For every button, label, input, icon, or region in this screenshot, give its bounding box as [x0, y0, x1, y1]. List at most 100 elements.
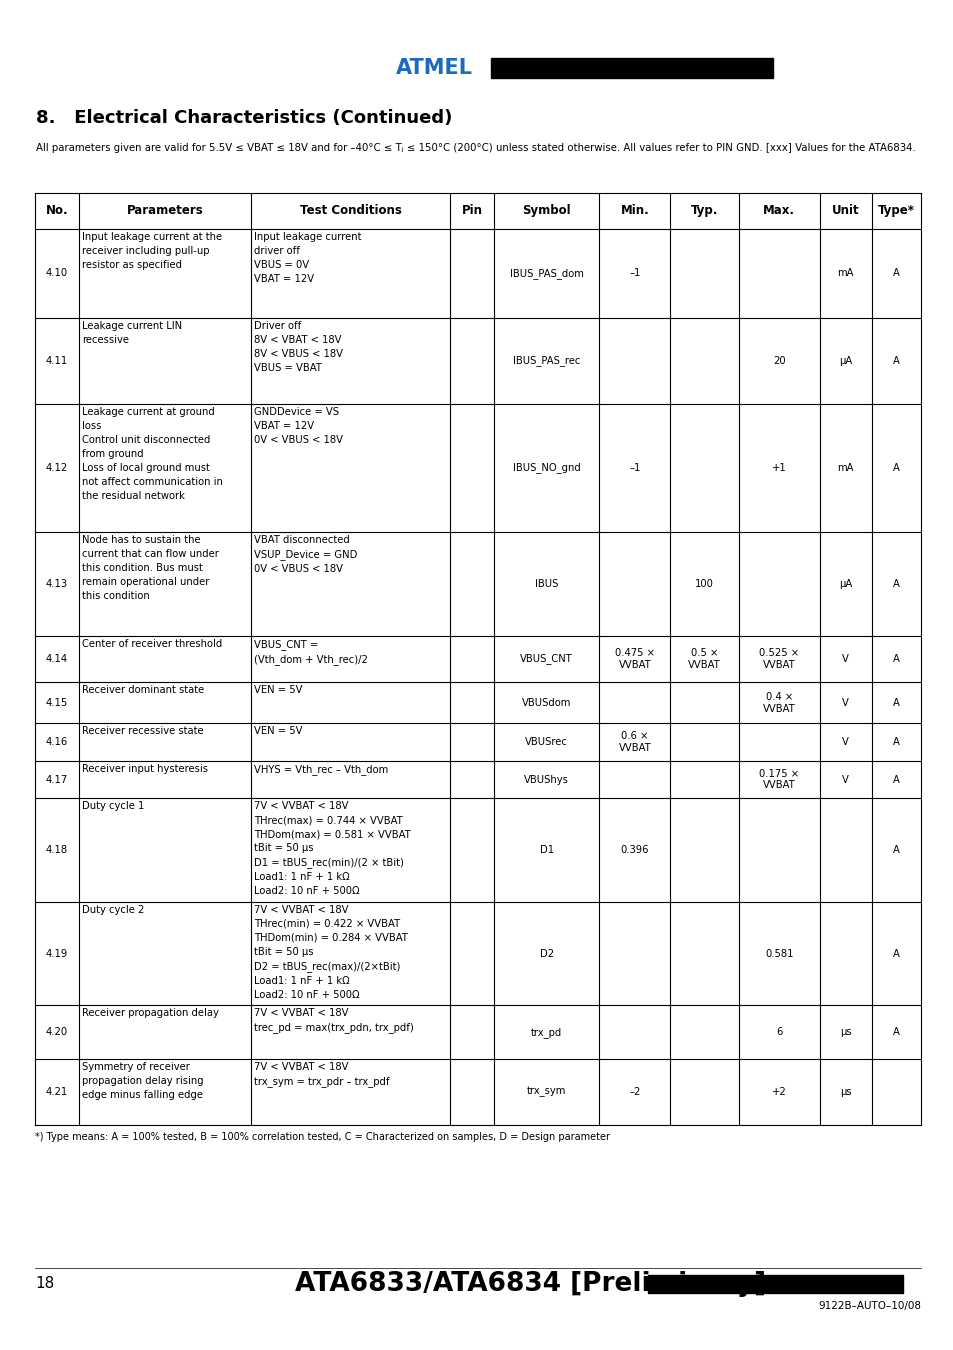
Text: 18: 18 — [35, 1277, 54, 1292]
Text: All parameters given are valid for 5.5V ≤ VBAT ≤ 18V and for –40°C ≤ Tⱼ ≤ 150°C : All parameters given are valid for 5.5V … — [36, 143, 915, 153]
Text: A: A — [892, 845, 899, 855]
Text: 0.475 ×
VVBAT: 0.475 × VVBAT — [614, 648, 654, 670]
Text: Input leakage current at the
receiver including pull-up
resistor as specified: Input leakage current at the receiver in… — [82, 232, 222, 270]
Text: ATMEL: ATMEL — [395, 58, 472, 78]
Text: 6: 6 — [776, 1027, 781, 1037]
Text: D1: D1 — [539, 845, 553, 855]
Text: 0.175 ×
VVBAT: 0.175 × VVBAT — [759, 768, 799, 790]
Text: 4.16: 4.16 — [46, 737, 68, 747]
Text: Duty cycle 2: Duty cycle 2 — [82, 904, 144, 915]
Bar — [647, 1274, 902, 1293]
Text: 0.581: 0.581 — [764, 949, 793, 958]
Text: trx_sym: trx_sym — [526, 1087, 566, 1098]
Text: μs: μs — [839, 1027, 850, 1037]
Text: VBUSdom: VBUSdom — [521, 698, 571, 707]
Text: Max.: Max. — [762, 204, 795, 217]
Bar — [491, 58, 772, 78]
Text: Min.: Min. — [619, 204, 648, 217]
Text: VBUSrec: VBUSrec — [524, 737, 567, 747]
Text: Driver off
8V < VBAT < 18V
8V < VBUS < 18V
VBUS = VBAT: Driver off 8V < VBAT < 18V 8V < VBUS < 1… — [253, 321, 342, 373]
Text: 4.21: 4.21 — [46, 1087, 68, 1098]
Text: 0.6 ×
VVBAT: 0.6 × VVBAT — [618, 732, 651, 753]
Text: Pin: Pin — [461, 204, 482, 217]
Text: VEN = 5V: VEN = 5V — [253, 686, 302, 695]
Text: IBUS: IBUS — [535, 579, 558, 589]
Text: A: A — [892, 1027, 899, 1037]
Text: Parameters: Parameters — [127, 204, 203, 217]
Text: A: A — [892, 269, 899, 278]
Text: Leakage current LIN
recessive: Leakage current LIN recessive — [82, 321, 182, 346]
Text: Test Conditions: Test Conditions — [299, 204, 401, 217]
Text: 4.10: 4.10 — [46, 269, 68, 278]
Text: IBUS_PAS_rec: IBUS_PAS_rec — [513, 355, 579, 366]
Text: 0.525 ×
VVBAT: 0.525 × VVBAT — [759, 648, 799, 670]
Text: –1: –1 — [628, 269, 639, 278]
Text: 4.11: 4.11 — [46, 356, 68, 366]
Text: V: V — [841, 653, 848, 664]
Text: A: A — [892, 698, 899, 707]
Text: μA: μA — [838, 579, 851, 589]
Text: IBUS_NO_gnd: IBUS_NO_gnd — [512, 463, 579, 474]
Text: 4.17: 4.17 — [46, 775, 68, 784]
Text: Unit: Unit — [831, 204, 859, 217]
Text: +2: +2 — [771, 1087, 786, 1098]
Text: 0.5 ×
VVBAT: 0.5 × VVBAT — [688, 648, 720, 670]
Text: 9122B–AUTO–10/08: 9122B–AUTO–10/08 — [817, 1301, 920, 1311]
Text: VEN = 5V: VEN = 5V — [253, 726, 302, 736]
Text: 20: 20 — [772, 356, 784, 366]
Text: 7V < VVBAT < 18V
THrec(min) = 0.422 × VVBAT
THDom(min) = 0.284 × VVBAT
tBit = 50: 7V < VVBAT < 18V THrec(min) = 0.422 × VV… — [253, 904, 407, 1000]
Text: 0.4 ×
VVBAT: 0.4 × VVBAT — [762, 693, 795, 714]
Text: –2: –2 — [628, 1087, 639, 1098]
Text: A: A — [892, 356, 899, 366]
Text: *) Type means: A = 100% tested, B = 100% correlation tested, C = Characterized o: *) Type means: A = 100% tested, B = 100%… — [35, 1133, 609, 1142]
Text: 7V < VVBAT < 18V
THrec(max) = 0.744 × VVBAT
THDom(max) = 0.581 × VVBAT
tBit = 50: 7V < VVBAT < 18V THrec(max) = 0.744 × VV… — [253, 802, 410, 896]
Text: 4.15: 4.15 — [46, 698, 68, 707]
Text: Center of receiver threshold: Center of receiver threshold — [82, 639, 222, 649]
Text: VBUS_CNT =
(Vth_dom + Vth_rec)/2: VBUS_CNT = (Vth_dom + Vth_rec)/2 — [253, 639, 367, 664]
Text: Receiver recessive state: Receiver recessive state — [82, 726, 203, 736]
Text: +1: +1 — [771, 463, 786, 472]
Text: A: A — [892, 579, 899, 589]
Text: VHYS = Vth_rec – Vth_dom: VHYS = Vth_rec – Vth_dom — [253, 764, 388, 775]
Text: IBUS_PAS_dom: IBUS_PAS_dom — [509, 267, 583, 279]
Text: μA: μA — [838, 356, 851, 366]
Text: D2: D2 — [539, 949, 553, 958]
Text: V: V — [841, 775, 848, 784]
Text: Input leakage current
driver off
VBUS = 0V
VBAT = 12V: Input leakage current driver off VBUS = … — [253, 232, 361, 284]
Text: 4.12: 4.12 — [46, 463, 68, 472]
Text: VBAT disconnected
VSUP_Device = GND
0V < VBUS < 18V: VBAT disconnected VSUP_Device = GND 0V <… — [253, 535, 356, 574]
Text: Receiver dominant state: Receiver dominant state — [82, 686, 204, 695]
Text: Symmetry of receiver
propagation delay rising
edge minus falling edge: Symmetry of receiver propagation delay r… — [82, 1062, 203, 1100]
Text: Receiver propagation delay: Receiver propagation delay — [82, 1008, 218, 1018]
Text: 4.14: 4.14 — [46, 653, 68, 664]
Text: mA: mA — [837, 269, 853, 278]
Text: 7V < VVBAT < 18V
trx_sym = trx_pdr – trx_pdf: 7V < VVBAT < 18V trx_sym = trx_pdr – trx… — [253, 1062, 389, 1087]
Text: 4.13: 4.13 — [46, 579, 68, 589]
Text: trx_pd: trx_pd — [531, 1027, 561, 1038]
Text: ATA6833/ATA6834 [Preliminary]: ATA6833/ATA6834 [Preliminary] — [294, 1270, 765, 1297]
Text: A: A — [892, 949, 899, 958]
Text: Node has to sustain the
current that can flow under
this condition. Bus must
rem: Node has to sustain the current that can… — [82, 535, 218, 601]
Text: A: A — [892, 653, 899, 664]
Text: 4.19: 4.19 — [46, 949, 68, 958]
Text: V: V — [841, 698, 848, 707]
Text: Typ.: Typ. — [690, 204, 718, 217]
Text: 4.20: 4.20 — [46, 1027, 68, 1037]
Text: V: V — [841, 737, 848, 747]
Text: 0.396: 0.396 — [619, 845, 648, 855]
Text: A: A — [892, 775, 899, 784]
Text: –1: –1 — [628, 463, 639, 472]
Text: 100: 100 — [695, 579, 714, 589]
Text: mA: mA — [837, 463, 853, 472]
Text: A: A — [892, 737, 899, 747]
Text: 7V < VVBAT < 18V
trec_pd = max(trx_pdn, trx_pdf): 7V < VVBAT < 18V trec_pd = max(trx_pdn, … — [253, 1008, 413, 1033]
Text: 4.18: 4.18 — [46, 845, 68, 855]
Text: Duty cycle 1: Duty cycle 1 — [82, 802, 144, 811]
Text: Receiver input hysteresis: Receiver input hysteresis — [82, 764, 208, 774]
Text: μs: μs — [839, 1087, 850, 1098]
Text: No.: No. — [46, 204, 69, 217]
Text: VBUS_CNT: VBUS_CNT — [519, 653, 573, 664]
Text: VBUShys: VBUShys — [523, 775, 568, 784]
Text: Type*: Type* — [877, 204, 914, 217]
Text: A: A — [892, 463, 899, 472]
